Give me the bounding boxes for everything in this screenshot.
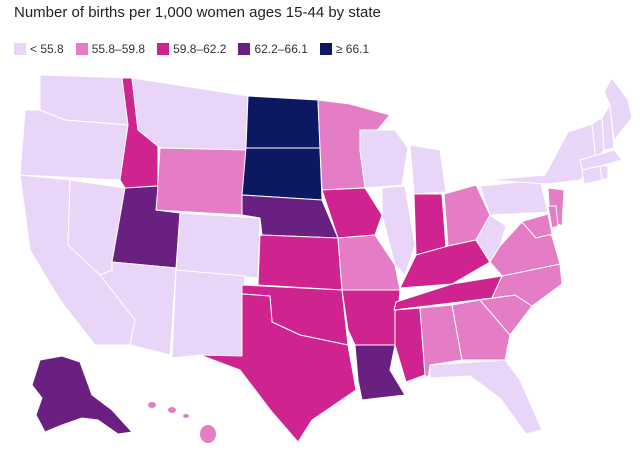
state-co[interactable]: [175, 212, 261, 279]
state-ks[interactable]: [257, 234, 343, 291]
state-in[interactable]: [413, 193, 447, 256]
map-title: Number of births per 1,000 women ages 15…: [14, 4, 381, 21]
state-md[interactable]: [505, 213, 553, 239]
state-ia[interactable]: [321, 187, 383, 239]
state-ga[interactable]: [451, 299, 511, 361]
legend-swatch: [75, 43, 88, 55]
state-tx[interactable]: [199, 293, 357, 443]
legend-label: 62.2–66.1: [254, 42, 308, 56]
state-hi[interactable]: [200, 425, 216, 443]
state-mi[interactable]: [409, 144, 447, 195]
legend-swatch: [319, 43, 332, 55]
legend-item: ≥ 66.1: [319, 42, 370, 56]
state-me[interactable]: [603, 77, 633, 141]
state-wi[interactable]: [359, 129, 409, 189]
state-de[interactable]: [547, 205, 559, 229]
state-hi[interactable]: [183, 414, 189, 418]
state-il[interactable]: [381, 185, 416, 276]
state-ri[interactable]: [599, 165, 609, 181]
state-fl[interactable]: [429, 359, 543, 435]
legend-item: 55.8–59.8: [75, 42, 146, 56]
state-ak[interactable]: [31, 355, 133, 435]
legend-label: < 55.8: [30, 42, 64, 56]
state-sd[interactable]: [241, 147, 323, 201]
legend-label: ≥ 66.1: [335, 42, 370, 56]
legend-label: 55.8–59.8: [91, 42, 146, 56]
state-ms[interactable]: [394, 307, 426, 383]
state-pa[interactable]: [479, 179, 549, 216]
state-mo[interactable]: [337, 234, 401, 291]
state-ma[interactable]: [579, 149, 623, 171]
state-ar[interactable]: [341, 289, 401, 346]
legend: < 55.8 55.8–59.8 59.8–62.2 62.2–66.1 ≥ 6…: [14, 42, 369, 56]
state-hi[interactable]: [168, 407, 176, 413]
legend-item: 62.2–66.1: [238, 42, 308, 56]
legend-swatch: [157, 43, 170, 55]
state-mt[interactable]: [131, 77, 249, 151]
state-ny[interactable]: [487, 123, 597, 185]
state-wy[interactable]: [155, 147, 247, 216]
legend-item: < 55.8: [14, 42, 64, 56]
state-wv[interactable]: [475, 214, 507, 263]
state-nm[interactable]: [171, 269, 246, 359]
state-hi[interactable]: [148, 402, 156, 408]
legend-item: 59.8–62.2: [157, 42, 226, 56]
state-nd[interactable]: [245, 95, 321, 149]
legend-swatch: [238, 43, 251, 55]
legend-label: 59.8–62.2: [173, 42, 227, 56]
legend-swatch: [14, 43, 26, 55]
